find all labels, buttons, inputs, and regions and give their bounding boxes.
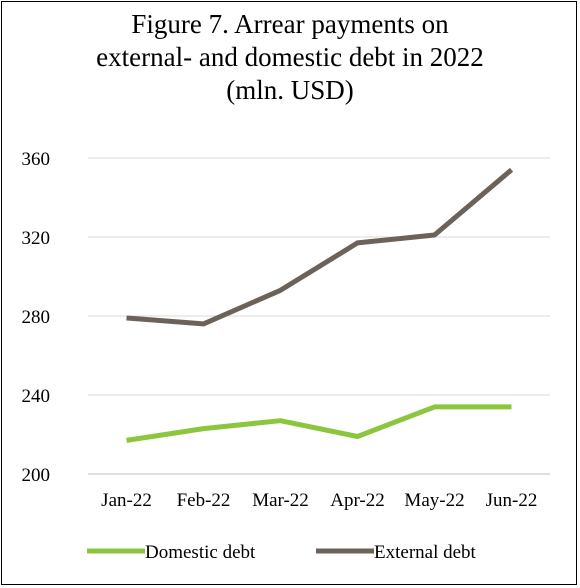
x-tick-label: Jan-22 — [101, 490, 152, 511]
legend-label-external-debt: External debt — [374, 542, 477, 563]
y-tick-label: 280 — [22, 307, 51, 328]
x-tick-label: May-22 — [404, 490, 464, 511]
x-tick-label: Feb-22 — [177, 490, 231, 511]
x-tick-label: Mar-22 — [252, 490, 309, 511]
y-tick-label: 240 — [22, 386, 51, 407]
y-tick-label: 200 — [22, 465, 51, 486]
x-tick-label: Jun-22 — [486, 490, 538, 511]
x-tick-label: Apr-22 — [330, 490, 385, 511]
legend-label-domestic-debt: Domestic debt — [145, 542, 256, 563]
y-tick-label: 360 — [22, 149, 51, 170]
chart-title: Figure 7. Arrear payments on external- a… — [2, 8, 578, 107]
chart-title-line-2: external- and domestic debt in 2022 — [96, 42, 484, 72]
chart-title-line-1: Figure 7. Arrear payments on — [131, 9, 449, 39]
chart-title-line-3: (mln. USD) — [226, 75, 354, 105]
series-line-external-debt — [126, 167, 514, 327]
y-tick-label: 320 — [22, 228, 51, 249]
series-line-domestic-debt — [126, 404, 512, 443]
